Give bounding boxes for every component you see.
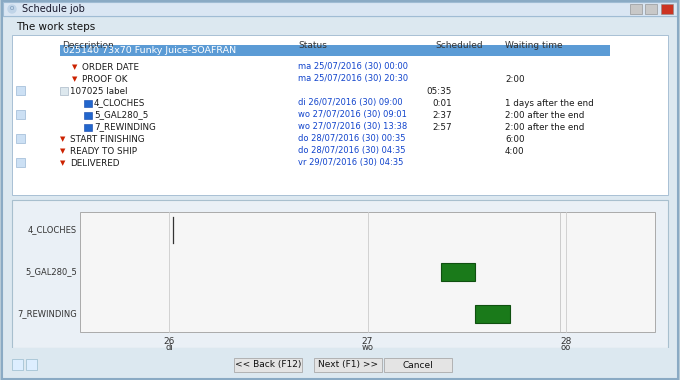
Text: << Back (F12): << Back (F12)	[235, 361, 301, 369]
FancyBboxPatch shape	[3, 348, 677, 378]
Text: 27: 27	[362, 337, 373, 346]
Text: 2:00 after the end: 2:00 after the end	[505, 111, 584, 119]
Text: ORDER DATE: ORDER DATE	[82, 62, 139, 71]
Text: 1 days after the end: 1 days after the end	[505, 98, 594, 108]
Text: 0:01: 0:01	[432, 98, 452, 108]
Text: wo: wo	[362, 343, 373, 352]
Text: 025140 73x70 Funky Juice-SOAFRAN: 025140 73x70 Funky Juice-SOAFRAN	[63, 46, 236, 55]
Text: 4_CLOCHES: 4_CLOCHES	[28, 225, 77, 234]
Text: 28: 28	[560, 337, 571, 346]
FancyBboxPatch shape	[84, 124, 92, 131]
FancyBboxPatch shape	[12, 359, 23, 370]
FancyBboxPatch shape	[60, 45, 610, 56]
FancyBboxPatch shape	[16, 110, 25, 119]
Text: 2:00: 2:00	[505, 74, 525, 84]
Text: di: di	[165, 343, 173, 352]
Text: 2:00 after the end: 2:00 after the end	[505, 122, 584, 131]
FancyBboxPatch shape	[384, 358, 452, 372]
Text: wo 27/07/2016 (30) 09:01: wo 27/07/2016 (30) 09:01	[298, 111, 407, 119]
Text: ▼: ▼	[72, 64, 78, 70]
Text: 7_REWINDING: 7_REWINDING	[17, 309, 77, 318]
Text: ma 25/07/2016 (30) 20:30: ma 25/07/2016 (30) 20:30	[298, 74, 408, 84]
FancyBboxPatch shape	[26, 359, 37, 370]
Text: 107025 label: 107025 label	[70, 87, 128, 95]
FancyBboxPatch shape	[84, 112, 92, 119]
FancyBboxPatch shape	[84, 100, 92, 107]
Text: vr 29/07/2016 (30) 04:35: vr 29/07/2016 (30) 04:35	[298, 158, 403, 168]
FancyBboxPatch shape	[16, 134, 25, 143]
Text: READY TO SHIP: READY TO SHIP	[70, 147, 137, 155]
FancyBboxPatch shape	[16, 86, 25, 95]
Text: di 26/07/2016 (30) 09:00: di 26/07/2016 (30) 09:00	[298, 98, 403, 108]
Text: START FINISHING: START FINISHING	[70, 135, 144, 144]
Text: Schedule job: Schedule job	[22, 4, 85, 14]
Text: 5_GAL280_5: 5_GAL280_5	[94, 111, 148, 119]
Text: 2:57: 2:57	[432, 122, 452, 131]
FancyBboxPatch shape	[645, 4, 657, 14]
Text: do 28/07/2016 (30) 00:35: do 28/07/2016 (30) 00:35	[298, 135, 405, 144]
Text: The work steps: The work steps	[16, 22, 95, 32]
Text: Status: Status	[298, 41, 327, 49]
Text: 26: 26	[163, 337, 175, 346]
Text: 4:00: 4:00	[505, 147, 525, 155]
Text: do 28/07/2016 (30) 04:35: do 28/07/2016 (30) 04:35	[298, 147, 405, 155]
Text: ▼: ▼	[60, 148, 65, 154]
FancyBboxPatch shape	[630, 4, 642, 14]
FancyBboxPatch shape	[12, 200, 668, 348]
FancyBboxPatch shape	[3, 2, 677, 378]
FancyBboxPatch shape	[441, 263, 475, 281]
Text: O: O	[10, 6, 14, 11]
Text: ▼: ▼	[72, 76, 78, 82]
Text: 6:00: 6:00	[505, 135, 525, 144]
Text: Cancel: Cancel	[403, 361, 433, 369]
FancyBboxPatch shape	[16, 158, 25, 167]
Text: PROOF OK: PROOF OK	[82, 74, 128, 84]
Text: Waiting time: Waiting time	[505, 41, 562, 49]
FancyBboxPatch shape	[234, 358, 302, 372]
Text: ma 25/07/2016 (30) 00:00: ma 25/07/2016 (30) 00:00	[298, 62, 408, 71]
FancyBboxPatch shape	[3, 2, 677, 16]
Text: 4_CLOCHES: 4_CLOCHES	[94, 98, 146, 108]
FancyBboxPatch shape	[3, 2, 677, 16]
Text: Next (F1) >>: Next (F1) >>	[318, 361, 378, 369]
FancyBboxPatch shape	[3, 16, 677, 378]
Text: oo: oo	[560, 343, 571, 352]
Text: Scheduled: Scheduled	[435, 41, 483, 49]
FancyBboxPatch shape	[80, 212, 655, 332]
Text: ▼: ▼	[60, 160, 65, 166]
Text: 2:37: 2:37	[432, 111, 452, 119]
FancyBboxPatch shape	[12, 35, 668, 195]
Circle shape	[8, 5, 16, 13]
Text: 5_GAL280_5: 5_GAL280_5	[25, 268, 77, 277]
FancyBboxPatch shape	[60, 87, 68, 95]
FancyBboxPatch shape	[314, 358, 382, 372]
Text: Description: Description	[62, 41, 114, 49]
Text: 05:35: 05:35	[426, 87, 452, 95]
Text: wo 27/07/2016 (30) 13:38: wo 27/07/2016 (30) 13:38	[298, 122, 407, 131]
FancyBboxPatch shape	[475, 305, 510, 323]
Text: ▼: ▼	[60, 136, 65, 142]
FancyBboxPatch shape	[661, 4, 673, 14]
Text: DELIVERED: DELIVERED	[70, 158, 120, 168]
Text: 7_REWINDING: 7_REWINDING	[94, 122, 156, 131]
